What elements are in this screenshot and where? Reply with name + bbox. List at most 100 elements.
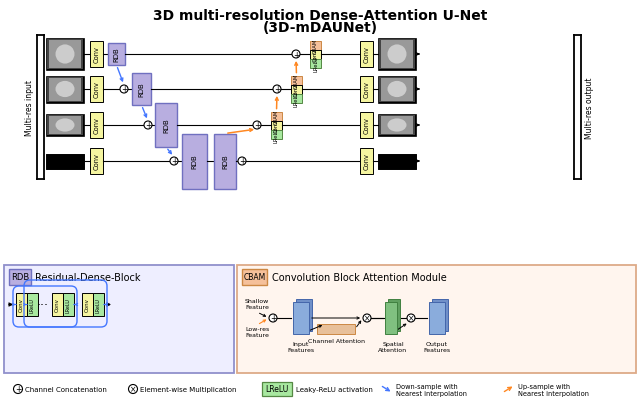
Circle shape: [129, 384, 138, 393]
Circle shape: [170, 157, 178, 166]
Text: +: +: [171, 157, 177, 166]
Text: RDB: RDB: [138, 83, 145, 97]
Text: +: +: [15, 384, 21, 393]
Text: +: +: [254, 121, 260, 130]
Bar: [4, 265, 234, 373]
Bar: [381, 78, 413, 101]
Bar: [293, 302, 309, 334]
Bar: [90, 148, 103, 175]
Ellipse shape: [56, 119, 74, 132]
Bar: [90, 42, 103, 68]
Text: LReLU: LReLU: [294, 91, 299, 107]
Bar: [9, 270, 31, 285]
Bar: [46, 154, 84, 169]
Bar: [49, 41, 81, 69]
Bar: [360, 113, 373, 139]
Text: ×: ×: [408, 314, 414, 323]
Bar: [49, 156, 81, 167]
Text: RDB: RDB: [11, 273, 29, 282]
Circle shape: [120, 86, 128, 94]
Text: ···: ···: [37, 298, 49, 311]
Circle shape: [13, 384, 22, 393]
Bar: [47, 116, 83, 136]
Bar: [155, 104, 177, 148]
Text: Conv: Conv: [93, 153, 99, 170]
Text: LReLU: LReLU: [66, 297, 71, 312]
Text: Conv: Conv: [93, 47, 99, 63]
Text: ×: ×: [130, 384, 136, 393]
Bar: [310, 41, 321, 50]
Circle shape: [292, 51, 300, 59]
Text: Conv: Conv: [274, 119, 279, 132]
Text: (3D-mDAUNet): (3D-mDAUNet): [262, 21, 378, 35]
Ellipse shape: [387, 157, 406, 166]
Text: Conv: Conv: [364, 81, 369, 98]
Bar: [381, 117, 413, 135]
Text: RDB: RDB: [222, 154, 228, 169]
Bar: [296, 299, 312, 331]
Bar: [27, 293, 38, 316]
Bar: [52, 293, 63, 316]
Text: Channel Concatenation: Channel Concatenation: [25, 386, 107, 392]
Bar: [271, 121, 282, 130]
Text: Multi-res input: Multi-res input: [24, 80, 33, 136]
Bar: [432, 299, 448, 331]
Text: RDB: RDB: [113, 47, 120, 62]
Bar: [262, 382, 292, 396]
Text: Conv: Conv: [55, 298, 60, 312]
Circle shape: [238, 157, 246, 166]
Bar: [379, 77, 415, 102]
Circle shape: [144, 122, 152, 130]
Bar: [310, 50, 321, 59]
Text: Shallow
Feature: Shallow Feature: [245, 298, 269, 309]
Text: Spatial
Attention: Spatial Attention: [378, 341, 408, 352]
Bar: [378, 76, 416, 103]
Bar: [49, 78, 81, 101]
Bar: [378, 115, 416, 137]
Bar: [291, 85, 302, 94]
Text: Conv: Conv: [19, 298, 24, 312]
Text: LReLU: LReLU: [274, 127, 279, 143]
Text: Conv: Conv: [294, 83, 299, 97]
Bar: [47, 40, 83, 70]
Bar: [132, 74, 151, 106]
Text: 3D multi-resolution Dense-Attention U-Net: 3D multi-resolution Dense-Attention U-Ne…: [153, 9, 487, 23]
Bar: [360, 148, 373, 175]
Text: Conv: Conv: [364, 47, 369, 63]
Bar: [291, 76, 302, 85]
Text: +: +: [274, 85, 280, 94]
Bar: [82, 293, 93, 316]
Bar: [16, 293, 27, 316]
Bar: [291, 94, 302, 103]
Text: Leaky-ReLU activation: Leaky-ReLU activation: [296, 386, 373, 392]
Bar: [47, 77, 83, 102]
Bar: [49, 117, 81, 135]
Text: +: +: [239, 157, 245, 166]
Bar: [385, 302, 397, 334]
Text: Output
Features: Output Features: [424, 341, 451, 352]
Text: Conv: Conv: [93, 117, 99, 134]
Ellipse shape: [56, 45, 74, 65]
Text: RDB: RDB: [163, 118, 169, 133]
Bar: [46, 154, 84, 169]
Text: +: +: [270, 314, 276, 323]
Circle shape: [407, 314, 415, 322]
Text: Element-wise Multiplication: Element-wise Multiplication: [140, 386, 237, 392]
Bar: [381, 41, 413, 69]
Text: Conv: Conv: [313, 48, 318, 61]
Text: Up-sample with
Nearest interpolation: Up-sample with Nearest interpolation: [518, 383, 589, 396]
Bar: [379, 116, 415, 136]
Bar: [379, 40, 415, 70]
Text: +: +: [145, 121, 151, 130]
Bar: [360, 77, 373, 103]
Text: CBAM: CBAM: [313, 38, 318, 54]
Text: CBAM: CBAM: [274, 109, 279, 124]
Text: Down-sample with
Nearest interpolation: Down-sample with Nearest interpolation: [396, 383, 467, 396]
Ellipse shape: [56, 157, 74, 166]
Ellipse shape: [387, 119, 406, 132]
Bar: [182, 134, 207, 189]
Text: CBAM: CBAM: [294, 73, 299, 88]
Text: Conv: Conv: [85, 298, 90, 312]
Bar: [46, 76, 84, 103]
Circle shape: [363, 314, 371, 322]
